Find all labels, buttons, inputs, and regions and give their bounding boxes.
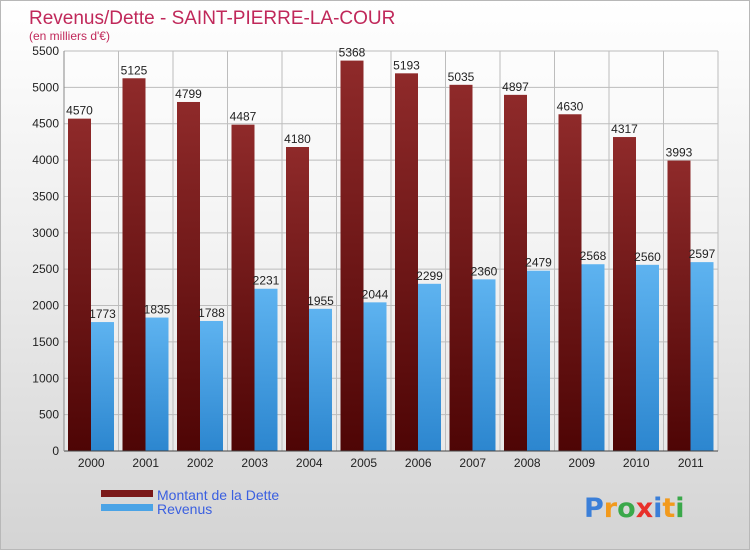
revenue-value-label: 1773 [89,307,116,321]
debt-bar [449,84,473,452]
logo-letter: i [675,493,684,524]
revenue-value-label: 2597 [689,247,716,261]
debt-value-label: 5125 [121,63,148,77]
revenue-bar [418,283,441,451]
revenue-value-label: 1835 [144,303,171,317]
axis-layer: 0 500 1000 1500 2000 2500 3000 3500 4000 4500 5000… [32,44,718,470]
legend-swatch-revenue [101,504,153,511]
y-tick-label: 3500 [32,189,59,203]
proxiti-logo: Proxiti [584,493,685,524]
x-tick-label: 2005 [350,456,377,470]
revenue-bar [690,262,714,451]
grid-layer [63,50,719,452]
x-tick-label: 2011 [678,456,704,470]
revenue-value-label: 2044 [362,287,389,301]
legend-label-debt: Montant de la Dette [157,487,279,503]
y-tick-label: 1500 [32,335,59,349]
debt-value-label: 4570 [66,104,93,118]
revenue-bar [91,322,114,451]
x-tick-label: 2001 [132,456,159,470]
x-tick-label: 2008 [514,456,541,470]
chart-title: Revenus/Dette - SAINT-PIERRE-LA-COUR [29,8,395,29]
revenue-bar [200,320,223,451]
logo-letter: i [653,493,662,524]
revenue-bar [254,288,278,451]
debt-bar [68,118,91,452]
x-tick-label: 2007 [459,456,486,470]
debt-value-label: 4317 [611,122,638,136]
x-tick-label: 2002 [187,456,214,470]
debt-value-label: 5368 [339,46,366,60]
revenue-bar [145,317,169,451]
y-tick-label: 4000 [32,153,59,167]
debt-bar [177,101,200,452]
y-tick-label: 0 [52,444,59,458]
logo-letter: r [604,493,618,524]
revenue-bar [581,264,605,451]
debt-bar [613,137,636,451]
y-tick-label: 2000 [32,299,59,313]
logo-letter: P [584,493,604,524]
debt-bar [122,78,146,451]
revenue-value-label: 2299 [416,269,443,283]
x-tick-label: 2009 [568,456,595,470]
debt-bar [340,60,364,451]
debt-bar [286,147,309,451]
debt-value-label: 4487 [230,110,257,124]
bar-layer: 4570 1773 5125 1835 4799 1788 4487 2231 4180 1955… [66,46,716,452]
x-tick-label: 2006 [405,456,432,470]
debt-value-label: 5193 [393,58,420,72]
legend-swatch-debt [101,490,153,497]
y-tick-label: 3000 [32,226,59,240]
revenue-value-label: 2568 [580,249,607,263]
debt-value-label: 4180 [284,132,311,146]
logo-text: Proxiti [584,493,685,524]
y-tick-label: 500 [39,408,59,422]
debt-bar [667,160,691,451]
revenue-bar [527,270,550,451]
revenue-value-label: 2560 [634,250,661,264]
y-tick-label: 4500 [32,117,59,131]
debt-value-label: 4630 [557,99,584,113]
debt-bar [504,94,527,451]
revenue-value-label: 2360 [471,264,498,278]
revenue-bar [636,264,659,451]
revenue-bar [472,279,496,451]
debt-value-label: 5035 [448,70,475,84]
x-tick-label: 2000 [78,456,105,470]
legend-label-revenue: Revenus [157,501,212,517]
debt-value-label: 4897 [502,80,529,94]
revenue-value-label: 1788 [198,306,225,320]
logo-letter: o [617,493,636,524]
y-tick-label: 5000 [32,80,59,94]
y-tick-label: 1000 [32,371,59,385]
chart-subtitle: (en milliers d'€) [29,29,110,43]
revenue-bar [309,308,332,451]
y-tick-label: 5500 [32,44,59,58]
revenue-value-label: 2479 [525,256,552,270]
x-tick-label: 2003 [241,456,268,470]
logo-letter: x [636,493,653,524]
revenue-value-label: 2231 [253,274,280,288]
debt-bar [231,124,255,451]
x-tick-label: 2004 [296,456,323,470]
debt-bar [395,73,418,451]
debt-value-label: 4799 [175,87,202,101]
revenue-bar [363,302,387,451]
revenue-value-label: 1955 [307,294,334,308]
x-tick-label: 2010 [623,456,650,470]
debt-bar [558,114,582,451]
y-tick-label: 2500 [32,262,59,276]
debt-value-label: 3993 [666,146,693,160]
logo-letter: t [662,493,675,524]
